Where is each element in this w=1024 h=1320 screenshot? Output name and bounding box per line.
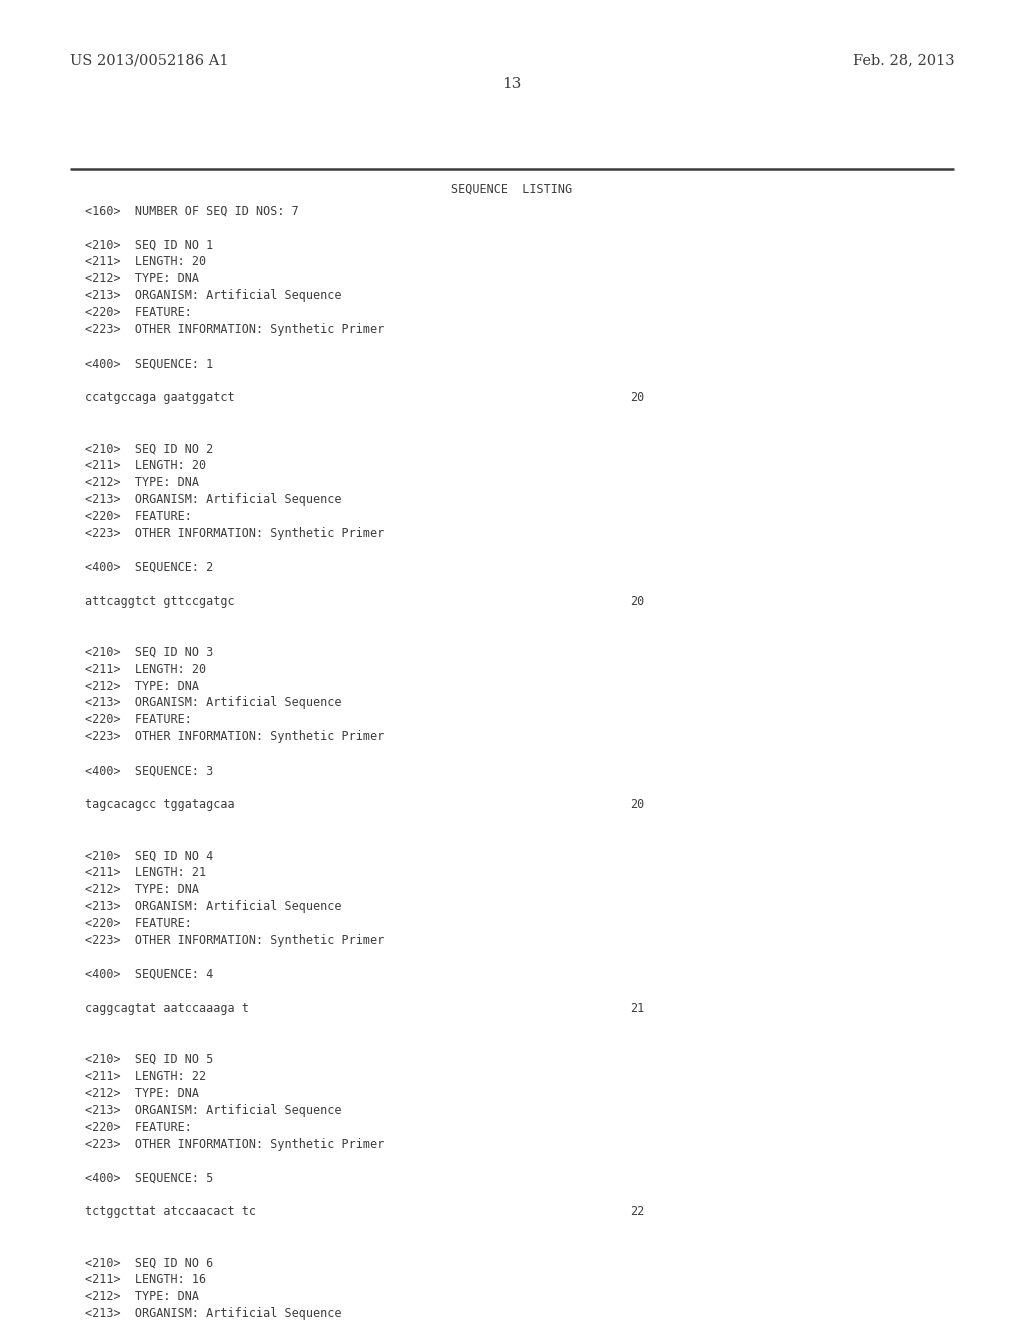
Text: tctggcttat atccaacact tc: tctggcttat atccaacact tc — [85, 1205, 256, 1218]
Text: US 2013/0052186 A1: US 2013/0052186 A1 — [70, 53, 228, 67]
Text: <212>  TYPE: DNA: <212> TYPE: DNA — [85, 477, 199, 488]
Text: <223>  OTHER INFORMATION: Synthetic Primer: <223> OTHER INFORMATION: Synthetic Prime… — [85, 935, 384, 946]
Text: 20: 20 — [630, 799, 644, 812]
Text: <210>  SEQ ID NO 3: <210> SEQ ID NO 3 — [85, 645, 213, 659]
Text: <210>  SEQ ID NO 2: <210> SEQ ID NO 2 — [85, 442, 213, 455]
Text: caggcagtat aatccaaaga t: caggcagtat aatccaaaga t — [85, 1002, 249, 1015]
Text: <212>  TYPE: DNA: <212> TYPE: DNA — [85, 1290, 199, 1303]
Text: <400>  SEQUENCE: 3: <400> SEQUENCE: 3 — [85, 764, 213, 777]
Text: <213>  ORGANISM: Artificial Sequence: <213> ORGANISM: Artificial Sequence — [85, 697, 341, 709]
Text: <220>  FEATURE:: <220> FEATURE: — [85, 306, 191, 319]
Text: <212>  TYPE: DNA: <212> TYPE: DNA — [85, 272, 199, 285]
Text: <211>  LENGTH: 21: <211> LENGTH: 21 — [85, 866, 206, 879]
Text: <223>  OTHER INFORMATION: Synthetic Primer: <223> OTHER INFORMATION: Synthetic Prime… — [85, 527, 384, 540]
Text: <220>  FEATURE:: <220> FEATURE: — [85, 1121, 191, 1134]
Text: <211>  LENGTH: 20: <211> LENGTH: 20 — [85, 256, 206, 268]
Text: <213>  ORGANISM: Artificial Sequence: <213> ORGANISM: Artificial Sequence — [85, 492, 341, 506]
Text: <210>  SEQ ID NO 4: <210> SEQ ID NO 4 — [85, 849, 213, 862]
Text: <400>  SEQUENCE: 4: <400> SEQUENCE: 4 — [85, 968, 213, 981]
Text: 20: 20 — [630, 391, 644, 404]
Text: <210>  SEQ ID NO 1: <210> SEQ ID NO 1 — [85, 239, 213, 252]
Text: <210>  SEQ ID NO 5: <210> SEQ ID NO 5 — [85, 1053, 213, 1065]
Text: <212>  TYPE: DNA: <212> TYPE: DNA — [85, 883, 199, 896]
Text: <211>  LENGTH: 20: <211> LENGTH: 20 — [85, 459, 206, 473]
Text: <160>  NUMBER OF SEQ ID NOS: 7: <160> NUMBER OF SEQ ID NOS: 7 — [85, 205, 299, 218]
Text: tagcacagcc tggatagcaa: tagcacagcc tggatagcaa — [85, 799, 234, 812]
Text: ccatgccaga gaatggatct: ccatgccaga gaatggatct — [85, 391, 234, 404]
Text: <213>  ORGANISM: Artificial Sequence: <213> ORGANISM: Artificial Sequence — [85, 1104, 341, 1117]
Text: 13: 13 — [503, 77, 521, 91]
Text: <211>  LENGTH: 22: <211> LENGTH: 22 — [85, 1069, 206, 1082]
Text: <213>  ORGANISM: Artificial Sequence: <213> ORGANISM: Artificial Sequence — [85, 900, 341, 913]
Text: <212>  TYPE: DNA: <212> TYPE: DNA — [85, 680, 199, 693]
Text: <400>  SEQUENCE: 5: <400> SEQUENCE: 5 — [85, 1171, 213, 1184]
Text: <211>  LENGTH: 20: <211> LENGTH: 20 — [85, 663, 206, 676]
Text: <213>  ORGANISM: Artificial Sequence: <213> ORGANISM: Artificial Sequence — [85, 1307, 341, 1320]
Text: <220>  FEATURE:: <220> FEATURE: — [85, 917, 191, 931]
Text: <400>  SEQUENCE: 2: <400> SEQUENCE: 2 — [85, 561, 213, 574]
Text: <223>  OTHER INFORMATION: Synthetic Primer: <223> OTHER INFORMATION: Synthetic Prime… — [85, 1138, 384, 1151]
Text: 22: 22 — [630, 1205, 644, 1218]
Text: <220>  FEATURE:: <220> FEATURE: — [85, 713, 191, 726]
Text: attcaggtct gttccgatgc: attcaggtct gttccgatgc — [85, 595, 234, 607]
Text: <223>  OTHER INFORMATION: Synthetic Primer: <223> OTHER INFORMATION: Synthetic Prime… — [85, 323, 384, 337]
Text: <210>  SEQ ID NO 6: <210> SEQ ID NO 6 — [85, 1257, 213, 1270]
Text: <220>  FEATURE:: <220> FEATURE: — [85, 510, 191, 523]
Text: 20: 20 — [630, 595, 644, 607]
Text: 21: 21 — [630, 1002, 644, 1015]
Text: <211>  LENGTH: 16: <211> LENGTH: 16 — [85, 1274, 206, 1286]
Text: <400>  SEQUENCE: 1: <400> SEQUENCE: 1 — [85, 358, 213, 370]
Text: SEQUENCE  LISTING: SEQUENCE LISTING — [452, 182, 572, 195]
Text: Feb. 28, 2013: Feb. 28, 2013 — [853, 53, 954, 67]
Text: <223>  OTHER INFORMATION: Synthetic Primer: <223> OTHER INFORMATION: Synthetic Prime… — [85, 730, 384, 743]
Text: <212>  TYPE: DNA: <212> TYPE: DNA — [85, 1086, 199, 1100]
Text: <213>  ORGANISM: Artificial Sequence: <213> ORGANISM: Artificial Sequence — [85, 289, 341, 302]
